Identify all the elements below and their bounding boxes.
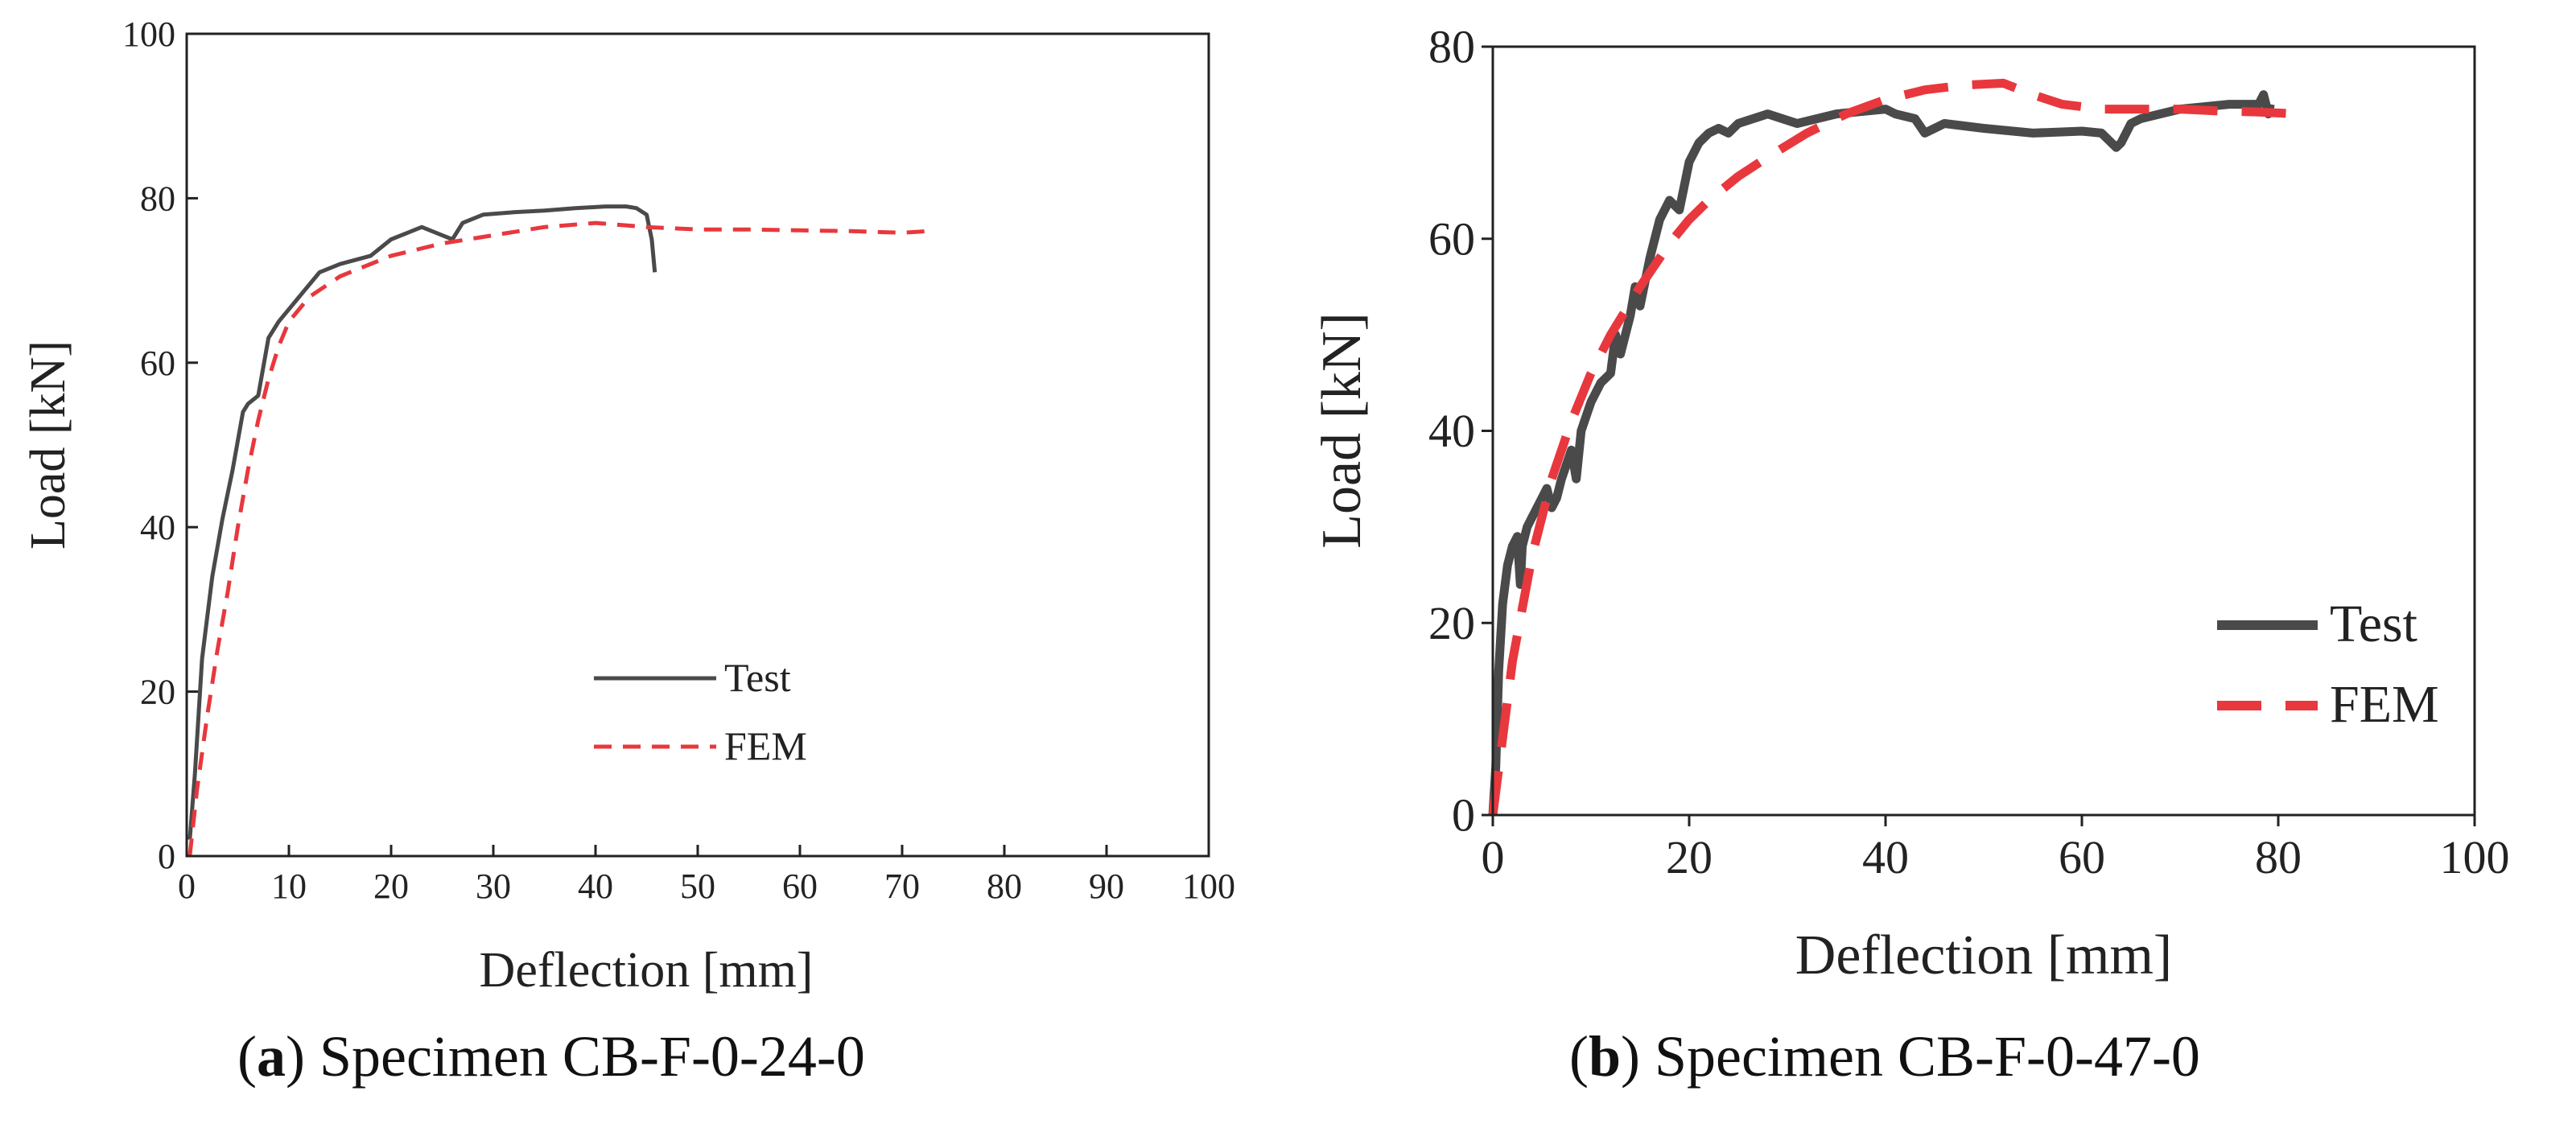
panel-a-series-fem-line bbox=[188, 220, 928, 857]
panel-b-x-tick-label-5: 100 bbox=[2440, 831, 2510, 883]
panel-a-y-axis-label: Load [kN] bbox=[21, 340, 76, 550]
panel-a-y-tick-label-0: 0 bbox=[158, 837, 175, 876]
panel-a-x-tick-label-4: 40 bbox=[578, 867, 613, 906]
panel-a-legend: Test FEM bbox=[594, 655, 807, 768]
panel-a-x-tick-label-0: 0 bbox=[178, 867, 196, 906]
panel-b-x-tick-label-2: 40 bbox=[1862, 831, 1909, 883]
panel-b-ticks: 0 20 40 60 80 100 0 20 40 60 80 bbox=[1428, 21, 2510, 883]
panel-a-series bbox=[188, 204, 928, 857]
panel-b-x-axis-label: Deflection [mm] bbox=[1795, 924, 2172, 986]
panel-a-x-tick-label-9: 90 bbox=[1089, 867, 1124, 906]
panel-b-series-test-line bbox=[1488, 90, 2275, 816]
panel-a-x-tick-label-5: 50 bbox=[680, 867, 715, 906]
panel-b-legend-fem-label: FEM bbox=[2330, 675, 2439, 734]
panel-b-y-tick-label-1: 20 bbox=[1428, 597, 1475, 649]
panel-b-caption-text: Specimen CB-F-0-47-0 bbox=[1640, 1024, 2200, 1089]
panel-b-y-tick-label-3: 60 bbox=[1428, 212, 1475, 265]
panel-a-y-tick-label-3: 60 bbox=[140, 344, 175, 383]
panel-a-x-tick-label-8: 80 bbox=[987, 867, 1022, 906]
panel-b-x-tick-label-4: 80 bbox=[2255, 831, 2302, 883]
panel-b-x-tick-label-3: 60 bbox=[2059, 831, 2105, 883]
panel-b-y-tick-label-0: 0 bbox=[1452, 789, 1475, 842]
panel-b-y-axis-label: Load [kN] bbox=[1311, 312, 1373, 549]
panel-b-caption: (b) Specimen CB-F-0-47-0 bbox=[1569, 1024, 2200, 1089]
panel-a-chart: 0 10 20 30 40 50 60 70 80 90 100 0 20 40 60 80 100 Test … bbox=[21, 14, 1235, 998]
panel-b-plot-frame bbox=[1491, 45, 2476, 817]
panel-b-chart: 0 20 40 60 80 100 0 20 40 60 80 Test FEM Deflectio… bbox=[1311, 21, 2510, 986]
panel-b-caption-letter: b bbox=[1588, 1024, 1622, 1089]
panel-b-series bbox=[1488, 78, 2298, 816]
panel-a-x-tick-label-1: 10 bbox=[271, 867, 307, 906]
panel-a-x-tick-label-6: 60 bbox=[782, 867, 818, 906]
panel-a-plot-frame bbox=[185, 32, 1210, 858]
panel-b-legend: Test FEM bbox=[2217, 595, 2439, 734]
panel-a-x-tick-label-3: 30 bbox=[476, 867, 511, 906]
panel-a-y-tick-label-4: 80 bbox=[140, 179, 175, 218]
panel-a-x-tick-label-2: 20 bbox=[373, 867, 409, 906]
panel-a-caption: (a) Specimen CB-F-0-24-0 bbox=[237, 1024, 865, 1089]
panel-a-legend-fem-label: FEM bbox=[724, 723, 807, 768]
panel-b-series-fem-line bbox=[1488, 78, 2298, 816]
panel-a-x-tick-label-7: 70 bbox=[884, 867, 920, 906]
panel-b-y-tick-label-4: 80 bbox=[1428, 21, 1475, 73]
panel-a-series-test-line bbox=[188, 204, 657, 840]
panel-a-caption-text: Specimen CB-F-0-24-0 bbox=[304, 1024, 865, 1089]
panel-a-y-tick-label-2: 40 bbox=[140, 508, 175, 547]
panel-a-x-tick-label-10: 100 bbox=[1182, 867, 1235, 906]
panel-a-legend-test-label: Test bbox=[724, 655, 791, 700]
panel-b-x-tick-label-1: 20 bbox=[1666, 831, 1713, 883]
panel-a-y-tick-label-5: 100 bbox=[122, 14, 175, 54]
panel-a-x-axis-label: Deflection [mm] bbox=[480, 943, 814, 998]
panel-a-y-tick-label-1: 20 bbox=[140, 673, 175, 712]
panel-b-y-tick-label-2: 40 bbox=[1428, 405, 1475, 457]
panel-a-caption-letter: a bbox=[256, 1024, 286, 1089]
panel-b-x-tick-label-0: 0 bbox=[1482, 831, 1505, 883]
panel-a-ticks: 0 10 20 30 40 50 60 70 80 90 100 0 20 40 60 80 100 bbox=[122, 14, 1235, 906]
panel-b-legend-test-label: Test bbox=[2330, 595, 2417, 653]
